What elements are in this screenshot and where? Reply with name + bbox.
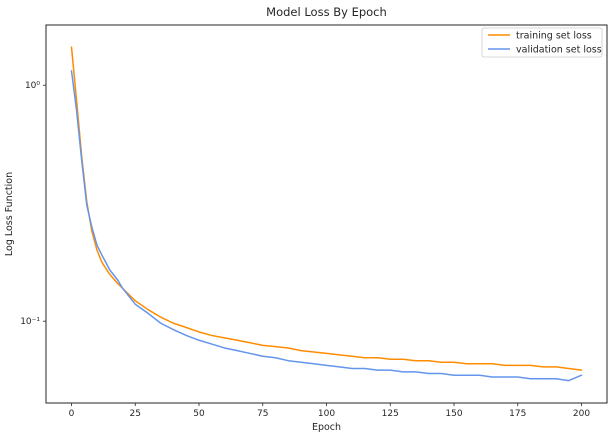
x-tick-label: 75 bbox=[257, 409, 268, 419]
legend: training set loss validation set loss bbox=[481, 27, 603, 58]
x-tick-label: 0 bbox=[69, 409, 75, 419]
x-tick-label: 100 bbox=[318, 409, 335, 419]
x-tick-label: 50 bbox=[193, 409, 205, 419]
x-axis-title: Epoch bbox=[312, 422, 341, 433]
series-layer bbox=[70, 46, 583, 382]
x-tick-label: 25 bbox=[130, 409, 141, 419]
legend-label-training: training set loss bbox=[516, 31, 592, 42]
y-tick-label: 10⁰ bbox=[25, 81, 40, 91]
y-axis-title: Log Loss Function bbox=[4, 172, 15, 256]
chart-title: Model Loss By Epoch bbox=[266, 5, 387, 19]
legend-box bbox=[481, 27, 603, 58]
x-tick-label: 125 bbox=[382, 409, 399, 419]
y-axis-ticks: 10⁰ 10⁻¹ bbox=[20, 81, 46, 327]
x-tick-label: 175 bbox=[509, 409, 526, 419]
y-tick-label: 10⁻¹ bbox=[20, 317, 40, 327]
x-tick-label: 150 bbox=[445, 409, 462, 419]
legend-label-validation: validation set loss bbox=[516, 45, 602, 56]
x-tick-label: 200 bbox=[573, 409, 590, 419]
x-axis-ticks: 0 25 50 75 100 125 150 175 200 bbox=[69, 403, 590, 419]
plot-area bbox=[45, 24, 608, 404]
training-loss-line bbox=[70, 46, 583, 371]
validation-loss-line bbox=[70, 70, 583, 382]
